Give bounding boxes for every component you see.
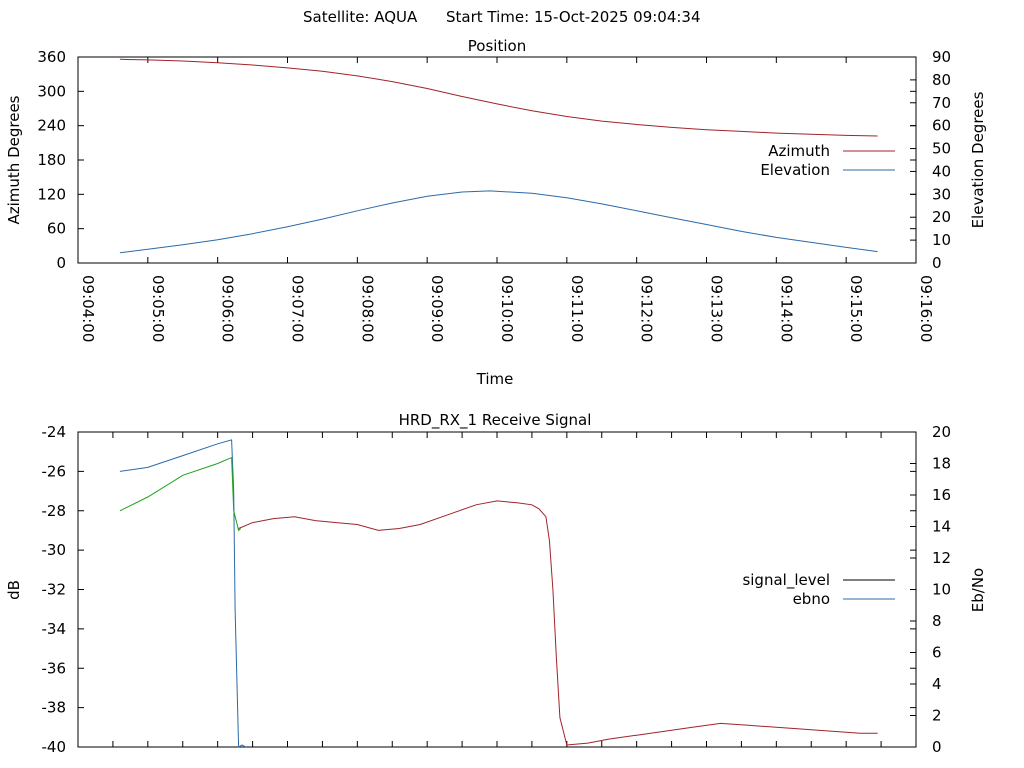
- position-x-tick-label: 09:05:00: [149, 275, 167, 342]
- position-y2-tick-label: 90: [932, 48, 951, 66]
- position-xlabel: Time: [476, 370, 514, 388]
- legend-signal-level-label: signal_level: [742, 571, 830, 590]
- position-y2-tick-label: 10: [932, 231, 951, 249]
- signal-y-tick-label: -32: [42, 581, 67, 599]
- position-x-tick-label: 09:06:00: [219, 275, 237, 342]
- position-plot-frame: [77, 56, 917, 264]
- signal-y2-tick-label: 18: [932, 455, 951, 473]
- position-y2-tick-label: 30: [932, 185, 951, 203]
- signal-y2-tick-label: 0: [932, 738, 942, 756]
- position-x-tick-label: 09:04:00: [79, 275, 97, 342]
- position-y-tick-label: 360: [37, 48, 66, 66]
- signal-legend: signal_level ebno: [742, 571, 895, 608]
- position-y2-tick-label: 50: [932, 140, 951, 158]
- signal-y-tick-label: -34: [42, 620, 67, 638]
- position-x-tick-label: 09:14:00: [777, 275, 795, 342]
- position-y-tick-label: 120: [37, 185, 66, 203]
- signal-y2label: Eb/No: [969, 568, 987, 612]
- position-x-tick-label: 09:10:00: [498, 275, 516, 342]
- signal-y2-tick-label: 2: [932, 707, 942, 725]
- signal-y-tick-label: -30: [42, 541, 67, 559]
- position-y2-tick-label: 60: [932, 117, 951, 135]
- position-y2label: Elevation Degrees: [969, 91, 987, 228]
- signal-ylabel: dB: [5, 580, 23, 600]
- position-x-tick-label: 09:09:00: [428, 275, 446, 342]
- position-y2-tick-label: 20: [932, 208, 951, 226]
- position-x-tick-label: 09:13:00: [708, 275, 726, 342]
- series-ebno-lower-line: [119, 456, 242, 532]
- position-title: Position: [468, 37, 526, 55]
- signal-y-tick-label: -24: [42, 423, 67, 441]
- signal-y-tick-label: -26: [42, 462, 67, 480]
- header-start-time: Start Time: 15-Oct-2025 09:04:34: [446, 8, 701, 26]
- legend-elevation-label: Elevation: [760, 161, 830, 179]
- receive-signal-chart: HRD_RX_1 Receive Signal -24 -26 -28 -30 -32 -…: [5, 411, 987, 756]
- signal-y2-tick-label: 14: [932, 518, 951, 536]
- signal-y-tick-label: -28: [42, 502, 67, 520]
- signal-title: HRD_RX_1 Receive Signal: [399, 411, 592, 430]
- position-y-tick-label: 300: [37, 82, 66, 100]
- signal-y2-tick-label: 8: [932, 612, 942, 630]
- signal-y2-tick-label: 16: [932, 486, 951, 504]
- series-Elevation-line: [119, 190, 878, 254]
- position-x-tick-label: 09:16:00: [917, 275, 935, 342]
- position-y2-tick-label: 40: [932, 162, 951, 180]
- position-x-tick-label: 09:12:00: [638, 275, 656, 342]
- signal-y-tick-label: -40: [42, 738, 67, 756]
- position-chart: Position 0 60 120 180 240 300 360 0 10 20 30 40 50 6…: [5, 37, 987, 388]
- position-x-tick-label: 09:11:00: [568, 275, 586, 342]
- position-legend: Azimuth Elevation: [760, 142, 895, 179]
- series-Azimuth-line: [119, 58, 878, 137]
- position-x-tick-label: 09:07:00: [289, 275, 307, 342]
- signal-y2-tick-label: 4: [932, 675, 942, 693]
- legend-ebno-label: ebno: [793, 590, 830, 608]
- signal-y-tick-label: -36: [42, 659, 67, 677]
- position-y-tick-label: 240: [37, 117, 66, 135]
- signal-y2-tick-label: 6: [932, 644, 942, 662]
- position-y-tick-label: 60: [47, 220, 66, 238]
- legend-azimuth-label: Azimuth: [768, 142, 830, 160]
- position-y2-tick-label: 70: [932, 94, 951, 112]
- signal-y2-tick-label: 10: [932, 581, 951, 599]
- position-y2-tick-label: 0: [932, 254, 942, 272]
- signal-y2-tick-label: 12: [932, 549, 951, 567]
- series-signal-level-line: [238, 500, 878, 746]
- position-x-tick-label: 09:15:00: [847, 275, 865, 342]
- position-y-tick-label: 180: [37, 151, 66, 169]
- position-x-tick-label: 09:08:00: [358, 275, 376, 342]
- position-ylabel: Azimuth Degrees: [5, 95, 23, 224]
- position-y2-tick-label: 80: [932, 71, 951, 89]
- signal-plot-frame: [77, 431, 917, 748]
- series-ebno-upper-line: [119, 439, 246, 748]
- position-y-tick-label: 0: [56, 254, 66, 272]
- signal-y2-tick-label: 20: [932, 423, 951, 441]
- signal-y-tick-label: -38: [42, 699, 67, 717]
- header-satellite: Satellite: AQUA: [303, 8, 418, 26]
